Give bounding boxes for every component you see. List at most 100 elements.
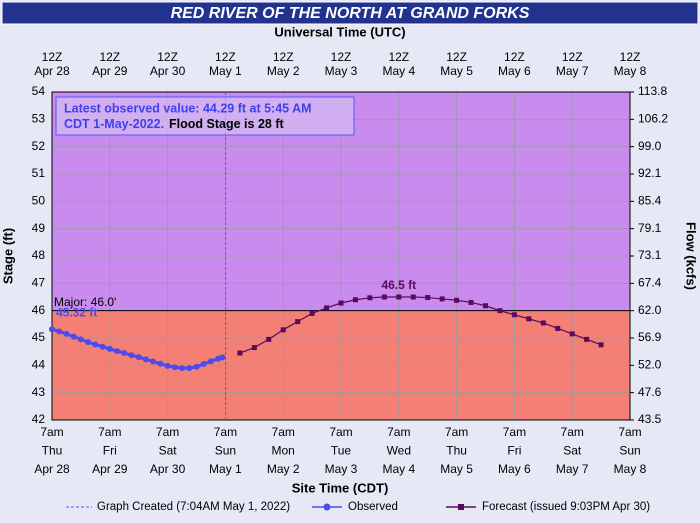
forecast-point bbox=[396, 294, 402, 300]
y2-tick-label: 99.0 bbox=[638, 139, 662, 153]
y-tick-label: 50 bbox=[32, 194, 46, 208]
legend-swatch bbox=[323, 503, 331, 511]
x-tick-label: May 7 bbox=[556, 462, 589, 476]
y2-tick-label: 79.1 bbox=[638, 221, 662, 235]
top-tick-label: May 6 bbox=[498, 64, 531, 78]
top-tick-label: 12Z bbox=[388, 50, 409, 64]
x-tick-label: 7am bbox=[272, 425, 295, 439]
x-tick-label: 7am bbox=[329, 425, 352, 439]
y-tick-label: 54 bbox=[32, 84, 46, 98]
observed-point bbox=[121, 350, 128, 357]
x-tick-label: 7am bbox=[445, 425, 468, 439]
chart-title: RED RIVER OF THE NORTH AT GRAND FORKS bbox=[171, 5, 530, 22]
forecast-point bbox=[468, 299, 474, 305]
top-tick-label: May 7 bbox=[556, 64, 589, 78]
x-tick-label: Sat bbox=[159, 444, 178, 458]
forecast-point bbox=[237, 350, 243, 356]
x-tick-label: May 5 bbox=[440, 462, 473, 476]
y2-tick-label: 56.9 bbox=[638, 330, 662, 344]
top-tick-label: 12Z bbox=[331, 50, 352, 64]
observed-point bbox=[219, 354, 226, 361]
legend-label: Forecast (issued 9:03PM Apr 30) bbox=[482, 501, 650, 513]
x-tick-label: May 8 bbox=[614, 462, 647, 476]
x-tick-label: 7am bbox=[98, 425, 121, 439]
y2-tick-label: 73.1 bbox=[638, 248, 662, 262]
y-tick-label: 43 bbox=[32, 385, 46, 399]
observed-point bbox=[92, 341, 99, 348]
y2-tick-label: 67.4 bbox=[638, 276, 662, 290]
y-tick-label: 44 bbox=[32, 358, 46, 372]
forecast-point bbox=[266, 336, 272, 342]
y-tick-label: 42 bbox=[32, 412, 46, 426]
observed-point bbox=[99, 343, 106, 350]
top-tick-label: May 2 bbox=[267, 64, 300, 78]
forecast-point bbox=[425, 295, 431, 301]
x-tick-label: Wed bbox=[387, 444, 411, 458]
x-tick-label: Apr 30 bbox=[150, 462, 186, 476]
x-tick-label: Fri bbox=[103, 444, 117, 458]
x-tick-label: Fri bbox=[507, 444, 521, 458]
observed-point bbox=[114, 348, 121, 355]
x-tick-label: 7am bbox=[156, 425, 179, 439]
observed-point bbox=[164, 362, 171, 369]
top-tick-label: Apr 29 bbox=[92, 64, 128, 78]
top-tick-label: 12Z bbox=[620, 50, 641, 64]
legend-swatch bbox=[458, 504, 464, 510]
top-axis-label: Universal Time (UTC) bbox=[274, 24, 405, 39]
x-tick-label: Sun bbox=[215, 444, 236, 458]
observed-point bbox=[207, 358, 214, 365]
forecast-point bbox=[540, 320, 546, 326]
y-tick-label: 51 bbox=[32, 166, 46, 180]
title-bar bbox=[1, 1, 699, 25]
observed-point bbox=[70, 333, 77, 340]
forecast-point bbox=[526, 316, 532, 322]
top-tick-label: 12Z bbox=[215, 50, 236, 64]
x-tick-label: 7am bbox=[618, 425, 641, 439]
x-tick-label: May 1 bbox=[209, 462, 242, 476]
forecast-point bbox=[439, 296, 445, 302]
legend-created: Graph Created (7:04AM May 1, 2022) bbox=[97, 501, 290, 513]
x-tick-label: Tue bbox=[331, 444, 352, 458]
top-tick-label: Apr 28 bbox=[34, 64, 70, 78]
top-tick-label: 12Z bbox=[504, 50, 525, 64]
observed-point bbox=[150, 358, 157, 365]
forecast-point bbox=[251, 345, 257, 351]
forecast-point bbox=[555, 325, 561, 331]
y-tick-label: 49 bbox=[32, 221, 46, 235]
x-tick-label: Apr 28 bbox=[34, 462, 70, 476]
forecast-point bbox=[584, 336, 590, 342]
x-tick-label: May 4 bbox=[382, 462, 415, 476]
observed-point bbox=[63, 330, 70, 337]
flood-stage: Flood Stage is 28 ft bbox=[169, 117, 284, 131]
top-tick-label: 12Z bbox=[273, 50, 294, 64]
x-tick-label: 7am bbox=[387, 425, 410, 439]
observed-point bbox=[49, 326, 55, 333]
forecast-point bbox=[569, 331, 575, 337]
y2-tick-label: 62.0 bbox=[638, 303, 662, 317]
forecast-point bbox=[338, 300, 344, 306]
observed-point bbox=[142, 356, 149, 363]
y-tick-label: 47 bbox=[32, 276, 46, 290]
top-tick-label: Apr 30 bbox=[150, 64, 186, 78]
y-tick-label: 53 bbox=[32, 112, 46, 126]
x-tick-label: May 6 bbox=[498, 462, 531, 476]
forecast-point bbox=[352, 297, 358, 303]
forecast-point bbox=[598, 342, 604, 348]
legend-label: Observed bbox=[348, 501, 398, 513]
y2-axis-label: Flow (kcfs) bbox=[684, 222, 699, 290]
forecast-point bbox=[324, 305, 330, 311]
x-tick-label: 7am bbox=[214, 425, 237, 439]
forecast-point bbox=[280, 327, 286, 333]
forecast-point bbox=[511, 312, 517, 318]
info-date: CDT 1-May-2022. bbox=[64, 117, 164, 131]
y2-tick-label: 92.1 bbox=[638, 166, 662, 180]
observed-point bbox=[157, 360, 164, 367]
plot-border bbox=[51, 91, 631, 421]
y2-tick-label: 52.0 bbox=[638, 358, 662, 372]
x-tick-label: Mon bbox=[272, 444, 295, 458]
forecast-point bbox=[381, 294, 387, 300]
info-box bbox=[55, 96, 355, 136]
observed-point bbox=[56, 328, 63, 335]
